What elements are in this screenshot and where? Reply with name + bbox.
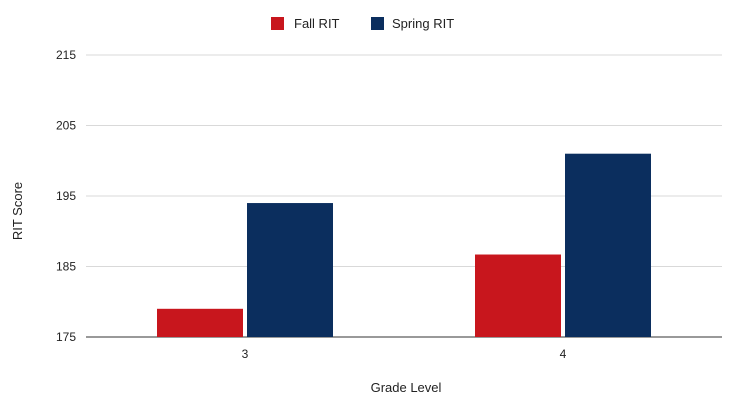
legend-label-spring-rit: Spring RIT — [392, 16, 454, 31]
x-tick-label: 4 — [560, 347, 567, 361]
y-axis-ticks: 175 185 195 205 215 — [56, 48, 76, 344]
y-tick-label: 185 — [56, 260, 76, 274]
y-tick-label: 195 — [56, 189, 76, 203]
bars — [157, 153, 651, 337]
legend-swatch-spring-rit — [371, 17, 384, 30]
bar-fall-rit-grade-4 — [475, 254, 561, 337]
y-axis-title: RIT Score — [10, 182, 25, 240]
x-tick-label: 3 — [242, 347, 249, 361]
legend: Fall RIT Spring RIT — [271, 16, 454, 31]
bar-spring-rit-grade-3 — [247, 203, 333, 337]
bar-fall-rit-grade-3 — [157, 308, 243, 337]
legend-swatch-fall-rit — [271, 17, 284, 30]
y-tick-label: 205 — [56, 119, 76, 133]
legend-label-fall-rit: Fall RIT — [294, 16, 340, 31]
x-axis-title: Grade Level — [371, 380, 442, 395]
y-tick-label: 215 — [56, 48, 76, 62]
y-tick-label: 175 — [56, 330, 76, 344]
bar-spring-rit-grade-4 — [565, 153, 651, 337]
